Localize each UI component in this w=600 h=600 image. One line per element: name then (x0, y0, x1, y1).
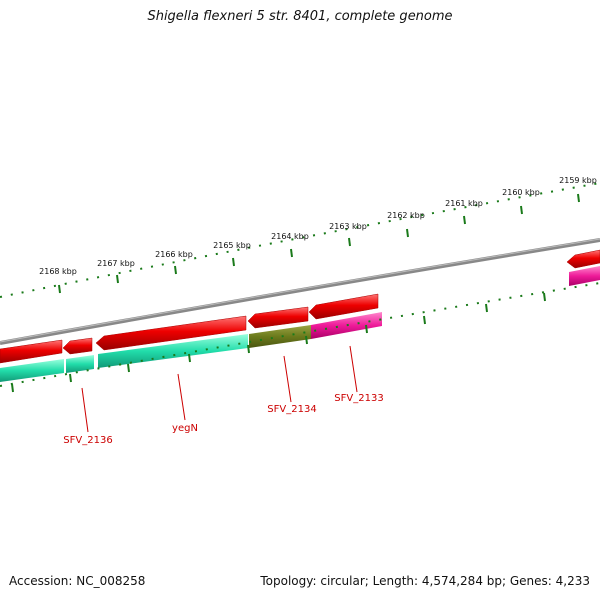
cog-block[interactable] (569, 266, 600, 286)
inner-tick (423, 315, 426, 325)
inner-tick (543, 292, 546, 302)
genome-backbone (0, 238, 600, 345)
inner-tick (188, 353, 191, 363)
scale-labels: 2159 kbp 2160 kbp 2161 kbp 2162 kbp 2163… (39, 176, 597, 276)
gene-labels: SFV_2133 SFV_2134 yegN SFV_2136 (63, 393, 383, 446)
cog-track (0, 266, 600, 382)
accession-text: Accession: NC_008258 (9, 574, 146, 588)
cds-arrow[interactable] (62, 337, 93, 355)
scale-label: 2162 kbp (387, 211, 425, 220)
genome-backbone-highlight (0, 238, 600, 343)
inner-tick (485, 303, 488, 313)
scale-tick-2166 (174, 265, 177, 275)
leader-line (349, 345, 358, 393)
scale-tick-2161 (463, 215, 466, 225)
scale-label: 2165 kbp (213, 241, 251, 250)
inner-tick (365, 324, 368, 334)
scale-label: 2166 kbp (155, 250, 193, 259)
inner-tick (11, 383, 14, 393)
gene-label-sfv-2133[interactable]: SFV_2133 (334, 393, 383, 404)
scale-label: 2160 kbp (502, 188, 540, 197)
cds-arrow[interactable] (566, 249, 600, 269)
scale-tick-2159 (577, 193, 580, 203)
cds-arrow[interactable] (308, 293, 379, 320)
scale-label: 2161 kbp (445, 199, 483, 208)
inner-tick (247, 344, 250, 354)
inner-scale (0, 282, 600, 393)
scale-label: 2168 kbp (39, 267, 77, 276)
genome-title: Shigella flexneri 5 str. 8401, complete … (147, 9, 453, 24)
gene-label-sfv-2136[interactable]: SFV_2136 (63, 435, 112, 446)
scale-label: 2167 kbp (97, 259, 135, 268)
cog-block[interactable] (0, 359, 64, 382)
genome-summary-text: Topology: circular; Length: 4,574,284 bp… (260, 574, 590, 588)
cog-block[interactable] (249, 325, 311, 348)
scale-tick-2165 (232, 257, 235, 267)
cds-arrow[interactable] (247, 306, 309, 329)
gene-label-yegn[interactable]: yegN (172, 423, 198, 434)
cds-arrow[interactable] (95, 315, 247, 351)
scale-tick-2163 (348, 237, 351, 247)
scale-label: 2164 kbp (271, 232, 309, 241)
cog-block[interactable] (98, 334, 248, 368)
inner-tick (127, 363, 130, 373)
scale-label: 2159 kbp (559, 176, 597, 185)
cds-features (0, 249, 600, 364)
inner-tick (69, 373, 72, 383)
label-leaders (81, 345, 358, 433)
scale-tick-2162 (406, 228, 409, 238)
scale-tick-2164 (290, 248, 293, 258)
cog-block[interactable] (311, 312, 382, 339)
scale-tick-2160 (520, 205, 523, 215)
cds-arrow[interactable] (0, 339, 63, 364)
leader-line (81, 387, 89, 433)
cog-block[interactable] (66, 355, 94, 373)
scale-label: 2163 kbp (329, 222, 367, 231)
scale-tick-2167 (116, 274, 119, 284)
leader-line (283, 355, 292, 403)
outer-scale (0, 182, 600, 298)
gene-label-sfv-2134[interactable]: SFV_2134 (267, 404, 316, 415)
inner-tick (305, 335, 308, 345)
leader-line (177, 373, 186, 421)
scale-tick-2168 (58, 284, 61, 294)
